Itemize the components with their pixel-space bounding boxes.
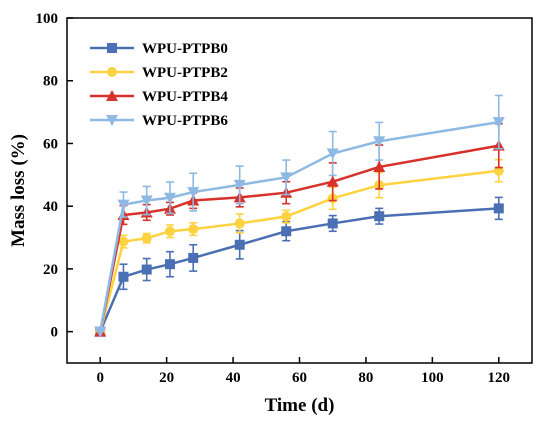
y-tick-label: 40 (43, 199, 58, 215)
x-tick-label: 20 (159, 370, 174, 386)
data-point (118, 236, 129, 247)
data-point (94, 326, 107, 338)
data-point (188, 252, 199, 263)
x-tick-label: 60 (292, 370, 307, 386)
x-axis-title: Time (d) (265, 395, 335, 416)
data-point (118, 271, 129, 282)
y-tick-label: 0 (51, 325, 59, 341)
legend-label: WPU-PTPB2 (142, 65, 228, 81)
series-line (98, 144, 500, 332)
series-line (98, 120, 499, 332)
data-point (141, 264, 152, 275)
plot-area: 0 20 40 60 80 100 120 0 20 40 60 80 100 (36, 11, 533, 386)
data-point (234, 239, 245, 250)
y-tick-label: 100 (36, 11, 59, 27)
data-point (374, 211, 385, 222)
y-tick-label: 60 (43, 136, 58, 152)
data-point (233, 179, 246, 191)
data-point (117, 199, 130, 211)
data-point (281, 226, 292, 237)
legend-swatch-marker (107, 43, 117, 53)
legend: WPU-PTPB0 WPU-PTPB2 WPU-PTPB4 WPU-PTPB6 (90, 41, 228, 129)
data-point (327, 218, 338, 229)
x-tick-label: 40 (226, 370, 241, 386)
data-point (373, 136, 386, 148)
x-tick-label: 120 (488, 370, 511, 386)
y-tick-label: 20 (43, 262, 58, 278)
data-point (326, 148, 339, 160)
data-point (493, 203, 504, 214)
data-point (164, 259, 175, 270)
series-wpu-ptpb2 (95, 158, 504, 337)
legend-item: WPU-PTPB2 (90, 65, 228, 81)
legend-swatch-marker (107, 67, 117, 77)
legend-swatch-marker (106, 90, 118, 101)
data-point (140, 195, 153, 207)
legend-item: WPU-PTPB6 (90, 113, 228, 129)
legend-label: WPU-PTPB0 (142, 41, 228, 57)
series-wpu-ptpb0 (95, 196, 504, 337)
y-axis-title: Mass loss (%) (8, 134, 29, 247)
data-point (164, 226, 175, 237)
data-point (234, 218, 245, 229)
y-tick-label: 80 (43, 74, 58, 90)
data-point (188, 224, 199, 235)
legend-label: WPU-PTPB6 (142, 113, 228, 129)
legend-swatch-marker (106, 115, 118, 126)
series-line (99, 207, 499, 333)
data-point (163, 192, 176, 204)
data-point (281, 211, 292, 222)
series-line (99, 169, 499, 332)
legend-label: WPU-PTPB4 (142, 89, 228, 105)
data-point (280, 172, 293, 184)
x-tick-label: 100 (421, 370, 444, 386)
series-wpu-ptpb6 (94, 94, 505, 338)
data-point (492, 117, 505, 129)
legend-item: WPU-PTPB4 (90, 89, 228, 105)
data-point (187, 187, 200, 199)
x-tick-label: 80 (358, 370, 373, 386)
data-point (141, 233, 152, 244)
legend-item: WPU-PTPB0 (90, 41, 228, 57)
data-point (373, 160, 386, 172)
data-point (326, 175, 339, 187)
x-tick-label: 0 (96, 370, 104, 386)
